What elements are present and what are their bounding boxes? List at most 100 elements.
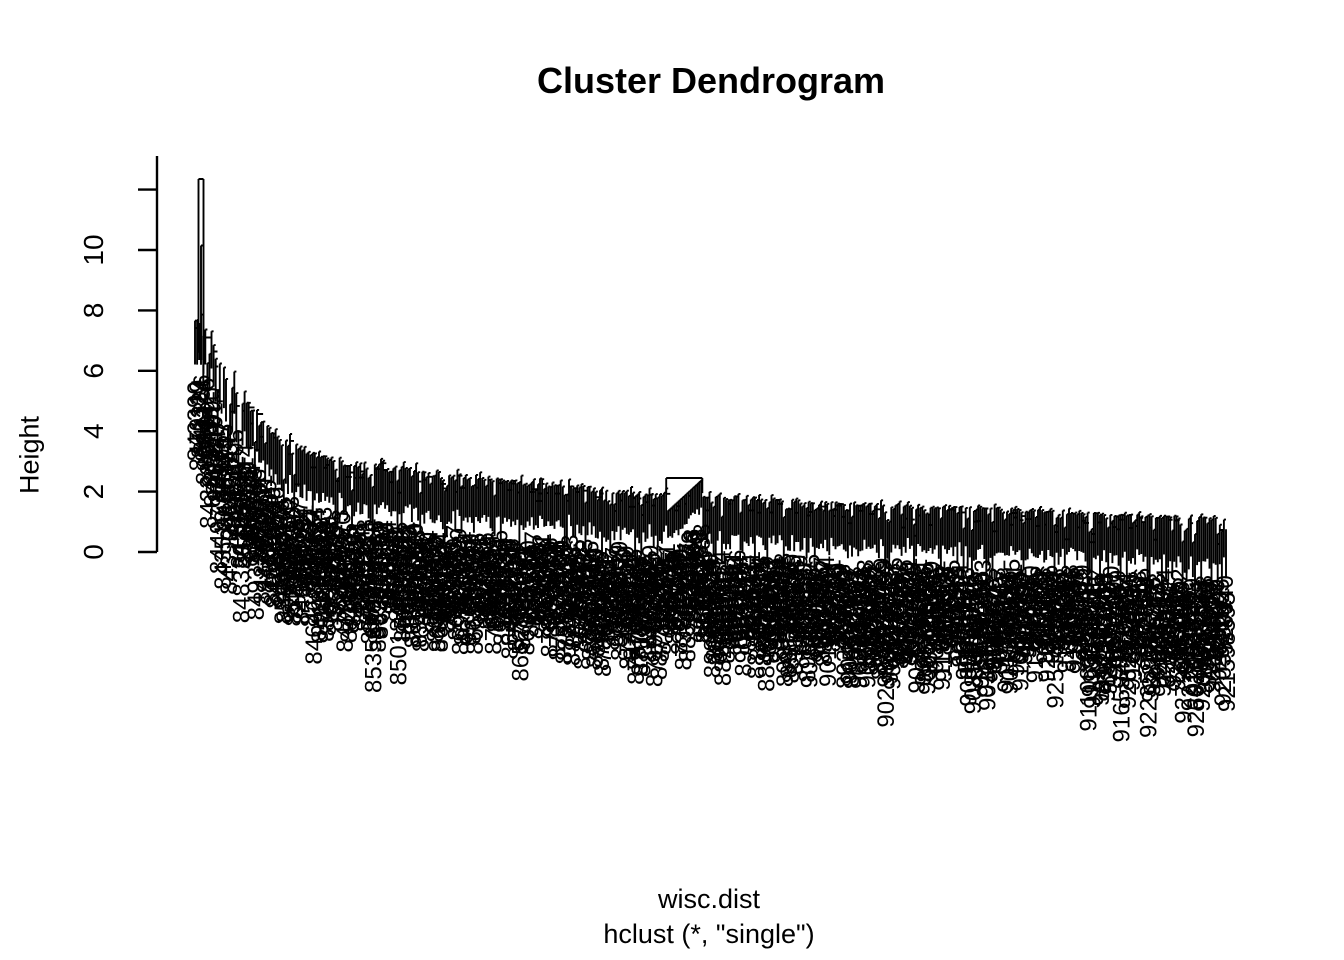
leaf-label: 9166718 bbox=[966, 571, 993, 664]
leaf-label: 877856 bbox=[543, 546, 570, 626]
leaf-label: 908122 bbox=[950, 574, 977, 654]
leaf-label: 883628 bbox=[685, 528, 712, 608]
leaf-label: 855781 bbox=[319, 512, 346, 592]
leaf-label: 908540835 bbox=[960, 594, 987, 714]
leaf-label: 902258845 bbox=[904, 574, 931, 694]
leaf-label: 89612671 bbox=[865, 569, 892, 676]
leaf-label: 8976664 bbox=[726, 555, 753, 648]
leaf-label: 8622766 bbox=[472, 532, 499, 625]
leaf-label: 840887 bbox=[303, 520, 330, 600]
leaf-label: 886550935 bbox=[778, 563, 805, 683]
leaf-label: 910956 bbox=[1036, 565, 1063, 645]
leaf-label: 8658597 bbox=[441, 525, 468, 618]
leaf-label: 892209 bbox=[780, 554, 807, 634]
leaf-label: 911465 bbox=[939, 559, 966, 637]
leaf-label: 85735566 bbox=[357, 538, 384, 645]
leaf-label: 869164 bbox=[429, 543, 456, 623]
leaf-label: 886805 bbox=[658, 555, 685, 635]
leaf-label: 86163771 bbox=[355, 518, 382, 625]
leaf-label: 880009 bbox=[605, 545, 632, 625]
leaf-label: 8471722 bbox=[253, 500, 280, 593]
leaf-label: 8923505 bbox=[749, 556, 776, 649]
leaf-label: 8637938 bbox=[377, 529, 404, 622]
leaf-label: 89364567 bbox=[809, 557, 836, 664]
leaf-label: 910312 bbox=[1032, 584, 1059, 664]
leaf-label: 8658552 bbox=[528, 534, 555, 627]
y-axis: 0 2 4 6 8 10 bbox=[78, 156, 159, 560]
leaf-label: 843390 bbox=[183, 381, 210, 461]
leaf-label: 851592 bbox=[326, 542, 353, 622]
leaf-label: 843627990 bbox=[200, 387, 227, 507]
leaf-label: 903861 bbox=[1001, 563, 1028, 643]
leaf-label: 892363163 bbox=[832, 569, 859, 689]
leaf-label: 873354 bbox=[501, 541, 528, 621]
leaf-label: 876737 bbox=[633, 559, 660, 639]
leaf-label: 9033712 bbox=[974, 618, 1001, 711]
leaf-label: 87632471 bbox=[530, 533, 557, 640]
leaf-label: 846927 bbox=[286, 500, 313, 580]
leaf-label: 857955046 bbox=[363, 520, 390, 640]
leaf-label: 891529 bbox=[788, 568, 815, 648]
leaf-label: 88008062 bbox=[757, 557, 784, 664]
y-tick-label: 8 bbox=[78, 303, 109, 319]
leaf-label: 847005693 bbox=[332, 532, 359, 652]
leaf-label: 909123193 bbox=[879, 570, 906, 690]
leaf-label: 906785 bbox=[824, 564, 851, 644]
leaf-label: 90442076 bbox=[892, 559, 919, 666]
leaf-label: 92029923 bbox=[1034, 576, 1061, 683]
leaf-label: 8697465 bbox=[443, 547, 470, 640]
leaf-label: 844263 bbox=[379, 535, 406, 615]
leaf-label: 84646734 bbox=[301, 558, 328, 665]
leaf-label: 873577 bbox=[600, 547, 627, 627]
leaf-label: 85865144 bbox=[398, 523, 425, 630]
leaf-label: 89823995 bbox=[776, 571, 803, 678]
leaf-label: 847735 bbox=[255, 480, 282, 560]
leaf-label: 9095051 bbox=[1005, 569, 1032, 662]
leaf-label: 850309 bbox=[342, 534, 369, 614]
leaf-label: 867684 bbox=[454, 531, 481, 611]
leaf-label: 89683282 bbox=[768, 557, 795, 664]
leaf-label: 87684288 bbox=[481, 548, 508, 655]
leaf-label: 862540 bbox=[414, 532, 441, 612]
leaf-label: 884488 bbox=[770, 553, 797, 633]
leaf-label: 84390513 bbox=[216, 488, 243, 595]
leaf-label: 896714 bbox=[747, 556, 774, 636]
leaf-label: 8763850 bbox=[650, 562, 677, 655]
leaf-label: 846426 bbox=[193, 378, 220, 458]
leaf-label: 900265 bbox=[943, 567, 970, 647]
leaf-label: 841324 bbox=[187, 378, 214, 458]
leaf-label: 8470119 bbox=[185, 380, 212, 472]
leaf-label: 872334 bbox=[662, 551, 689, 631]
leaf-label: 84347765 bbox=[338, 527, 365, 634]
leaf-label: 891916 bbox=[805, 560, 832, 640]
leaf-label: 903794 bbox=[964, 580, 991, 660]
leaf-label: 910660 bbox=[1024, 573, 1051, 653]
leaf-label: 849164352 bbox=[315, 516, 342, 636]
leaf-label: 91414498 bbox=[954, 567, 981, 674]
leaf-label: 908015 bbox=[933, 566, 960, 646]
leaf-label: 9079003 bbox=[877, 591, 904, 684]
leaf-label: 843519 bbox=[210, 510, 237, 590]
leaf-label: 8839463 bbox=[679, 529, 706, 622]
leaf-label: 845040 bbox=[204, 423, 231, 503]
leaf-label: 8970059 bbox=[871, 560, 898, 653]
leaf-label: 925146 bbox=[1049, 571, 1076, 651]
leaf-label: 860516 bbox=[433, 554, 460, 634]
leaf-label: 857754 bbox=[348, 529, 375, 609]
leaf-label: 879886 bbox=[598, 571, 625, 651]
leaf-label: 90881276 bbox=[983, 576, 1010, 683]
leaf-label: 871980399 bbox=[642, 567, 669, 687]
leaf-label: 850424 bbox=[305, 508, 332, 588]
leaf-label: 884557363 bbox=[753, 572, 780, 692]
leaf-label: 87898931 bbox=[619, 554, 646, 661]
leaf-label: 867963 bbox=[412, 537, 439, 617]
leaf-label: 899701 bbox=[762, 556, 789, 636]
leaf-label: 89196885 bbox=[799, 554, 826, 661]
leaf-label: 9097427 bbox=[952, 587, 979, 680]
leaf-label: 856922 bbox=[350, 535, 377, 615]
leaf-label: 899038 bbox=[848, 566, 875, 646]
leaf-label: 861846584 bbox=[427, 532, 454, 652]
leaf-label: 906381 bbox=[981, 590, 1008, 670]
leaf-label: 9138717 bbox=[991, 570, 1018, 663]
leaf-label: 8652821 bbox=[507, 588, 534, 681]
